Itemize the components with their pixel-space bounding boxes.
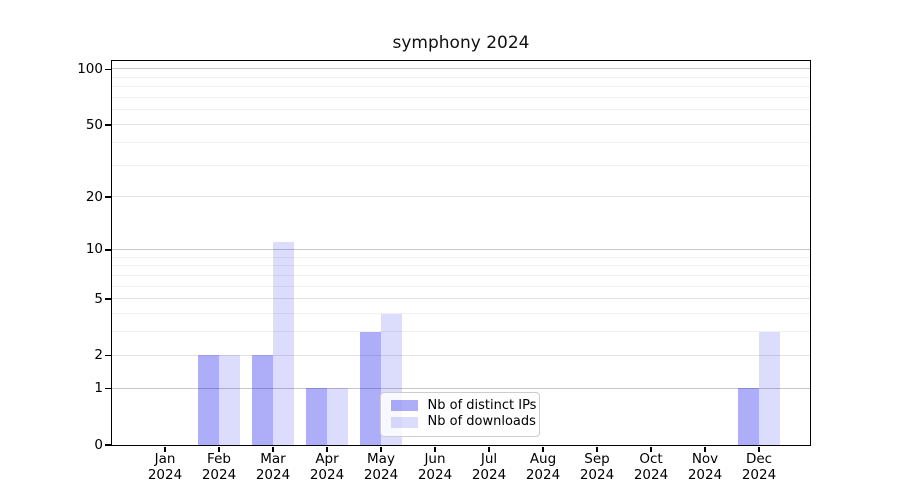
y-tick-mark (104, 124, 111, 126)
x-tick-label: May 2024 (363, 451, 399, 483)
x-tick-mark (164, 446, 166, 452)
x-tick-label: Mar 2024 (255, 451, 291, 483)
y-tick-label: 1 (94, 380, 103, 397)
legend: Nb of distinct IPs Nb of downloads (379, 391, 540, 437)
y-tick-mark (104, 249, 111, 251)
x-tick-mark (758, 446, 760, 452)
plot-area: Nb of distinct IPs Nb of downloads (110, 59, 811, 446)
x-tick-label: Dec 2024 (741, 451, 777, 483)
y-tick-label: 50 (85, 116, 103, 133)
minor-gridline (111, 265, 810, 267)
legend-label-downloads: Nb of downloads (427, 414, 536, 430)
x-tick-label: Jul 2024 (471, 451, 507, 483)
y-tick-label: 2 (94, 347, 103, 364)
legend-label-distinct-ips: Nb of distinct IPs (427, 397, 537, 413)
y-tick-label: 0 (94, 436, 103, 453)
y-tick-mark (104, 354, 111, 357)
x-tick-mark (488, 446, 490, 452)
legend-swatch-distinct-ips (390, 400, 418, 412)
x-tick-label: Oct 2024 (633, 451, 669, 483)
major-gridline (111, 196, 810, 198)
x-tick-label: Apr 2024 (309, 451, 345, 483)
y-tick-label: 20 (85, 188, 103, 205)
y-tick-mark (104, 68, 111, 71)
y-tick-mark (104, 387, 111, 390)
x-tick-mark (704, 446, 706, 452)
legend-swatch-downloads (390, 416, 418, 428)
y-tick-label: 5 (94, 290, 103, 307)
x-tick-label: Jan 2024 (147, 451, 183, 483)
major-gridline (111, 298, 810, 300)
y-tick-mark (104, 298, 111, 300)
chart-title: symphony 2024 (392, 33, 530, 53)
legend-entry-distinct-ips: Nb of distinct IPs (390, 398, 536, 414)
minor-gridline (111, 164, 810, 166)
y-tick-mark (104, 444, 111, 446)
major-gridline (111, 124, 810, 126)
minor-gridline (111, 109, 810, 111)
bar-nb-of-downloads-feb (218, 355, 240, 445)
x-tick-label: Sep 2024 (579, 451, 615, 483)
minor-gridline (111, 141, 810, 143)
bar-nb-of-distinct-ips-dec (737, 388, 759, 445)
minor-gridline (111, 76, 810, 78)
bar-nb-of-distinct-ips-mar (251, 355, 273, 445)
x-tick-label: Nov 2024 (687, 451, 723, 483)
bar-nb-of-downloads-mar (272, 242, 294, 445)
x-tick-mark (380, 446, 382, 452)
major-gridline (111, 354, 810, 356)
bar-nb-of-distinct-ips-feb (197, 355, 219, 445)
bar-nb-of-distinct-ips-apr (305, 388, 327, 445)
major-gridline (111, 248, 810, 250)
x-tick-label: Feb 2024 (201, 451, 237, 483)
major-gridline (111, 68, 810, 70)
legend-entry-downloads: Nb of downloads (390, 414, 536, 430)
minor-gridline (111, 274, 810, 276)
x-tick-label: Aug 2024 (525, 451, 561, 483)
x-tick-mark (596, 446, 598, 452)
minor-gridline (111, 256, 810, 258)
y-tick-mark (104, 196, 111, 198)
minor-gridline (111, 313, 810, 315)
x-tick-label: Jun 2024 (417, 451, 453, 483)
major-gridline (111, 387, 810, 389)
minor-gridline (111, 86, 810, 88)
minor-gridline (111, 285, 810, 287)
x-tick-mark (650, 446, 652, 452)
minor-gridline (111, 97, 810, 99)
y-tick-label: 10 (85, 241, 103, 258)
bar-nb-of-downloads-dec (758, 331, 780, 445)
bar-nb-of-downloads-apr (326, 388, 348, 445)
minor-gridline (111, 331, 810, 333)
x-tick-mark (326, 446, 328, 452)
x-tick-mark (272, 446, 274, 452)
bar-nb-of-distinct-ips-may (359, 331, 381, 445)
x-tick-mark (434, 446, 436, 452)
x-tick-mark (218, 446, 220, 452)
y-tick-label: 100 (77, 60, 103, 77)
x-tick-mark (542, 446, 544, 452)
